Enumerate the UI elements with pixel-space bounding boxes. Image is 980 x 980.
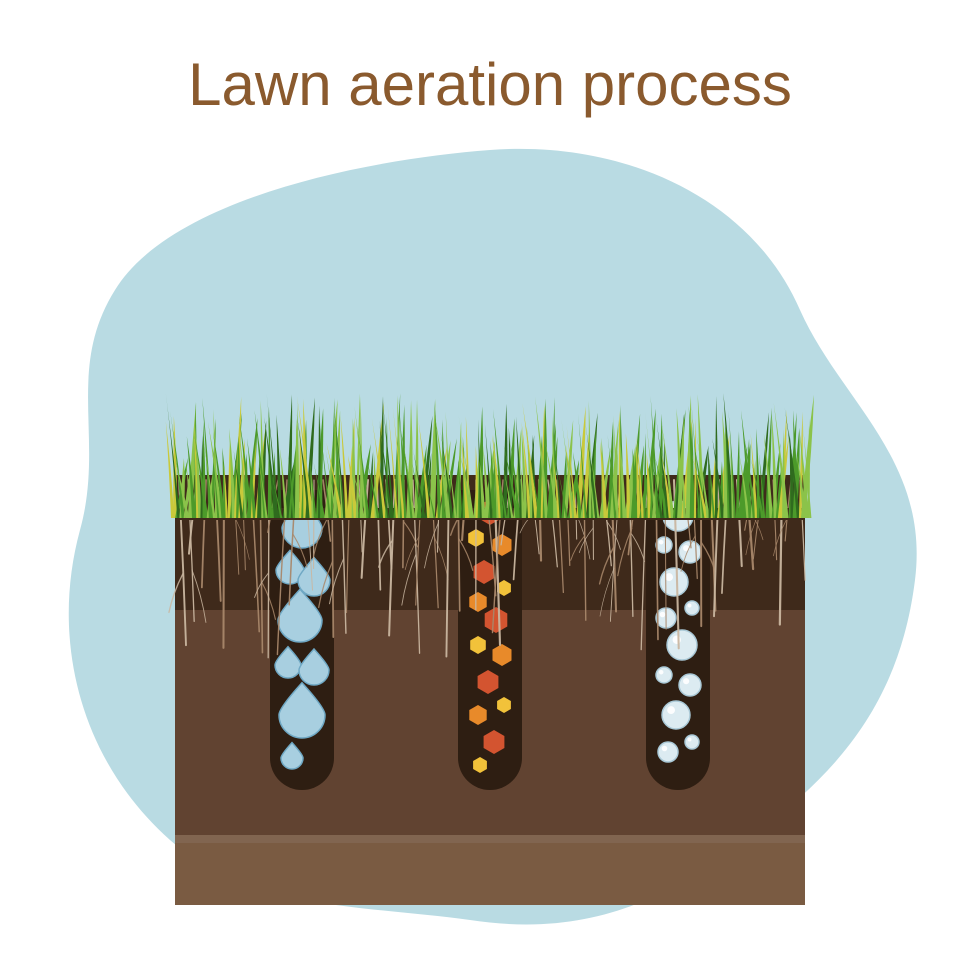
layer-band	[175, 835, 805, 843]
layer-bedrock	[175, 843, 805, 905]
grass-layer	[175, 370, 805, 520]
diagram-title: Lawn aeration process	[188, 50, 792, 119]
